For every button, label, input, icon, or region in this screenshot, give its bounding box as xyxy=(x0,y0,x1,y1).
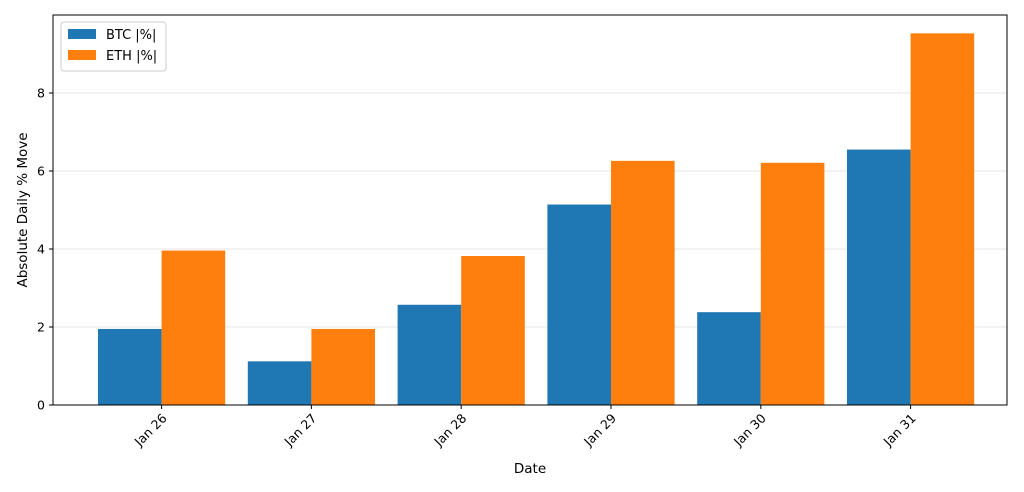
x-tick-label: Jan 30 xyxy=(730,410,769,449)
legend-label: BTC |%| xyxy=(106,28,156,43)
x-tick-label: Jan 26 xyxy=(131,410,170,449)
y-tick-label: 4 xyxy=(37,242,45,257)
bar-btc-jan-31 xyxy=(847,149,911,405)
legend-label: ETH |%| xyxy=(106,49,157,64)
y-axis: 0 2 4 6 8 xyxy=(37,86,53,413)
bars xyxy=(98,33,975,405)
legend-swatch xyxy=(68,29,96,39)
x-tick-label: Jan 29 xyxy=(580,410,619,449)
y-tick-label: 6 xyxy=(37,164,45,179)
x-tick-label: Jan 27 xyxy=(281,411,320,450)
bar-eth-jan-27 xyxy=(311,328,375,405)
bar-eth-jan-28 xyxy=(461,256,525,405)
legend-swatch xyxy=(68,50,96,60)
bar-eth-jan-26 xyxy=(161,250,226,405)
legend: BTC |%| ETH |%| xyxy=(60,21,167,72)
y-tick-label: 0 xyxy=(37,398,45,413)
y-tick-label: 2 xyxy=(37,320,45,335)
plot-frame xyxy=(52,14,1008,406)
x-axis-label: Date xyxy=(514,461,546,477)
bar-btc-jan-28 xyxy=(397,304,462,405)
bar-btc-jan-30 xyxy=(697,312,761,405)
y-tick-label: 8 xyxy=(37,86,45,101)
x-tick-label: Jan 31 xyxy=(880,411,919,450)
bar-eth-jan-30 xyxy=(760,162,825,405)
y-axis-label: Absolute Daily % Move xyxy=(15,132,31,287)
bar-btc-jan-27 xyxy=(247,361,312,405)
x-tick-label: Jan 28 xyxy=(430,410,469,449)
bar-btc-jan-26 xyxy=(98,328,162,405)
bar-eth-jan-31 xyxy=(910,33,975,405)
bar-eth-jan-29 xyxy=(611,160,675,405)
x-axis: Jan 26 Jan 27 Jan 28 Jan 29 Jan 30 Jan 31 xyxy=(131,405,919,450)
bar-btc-jan-29 xyxy=(547,204,611,405)
